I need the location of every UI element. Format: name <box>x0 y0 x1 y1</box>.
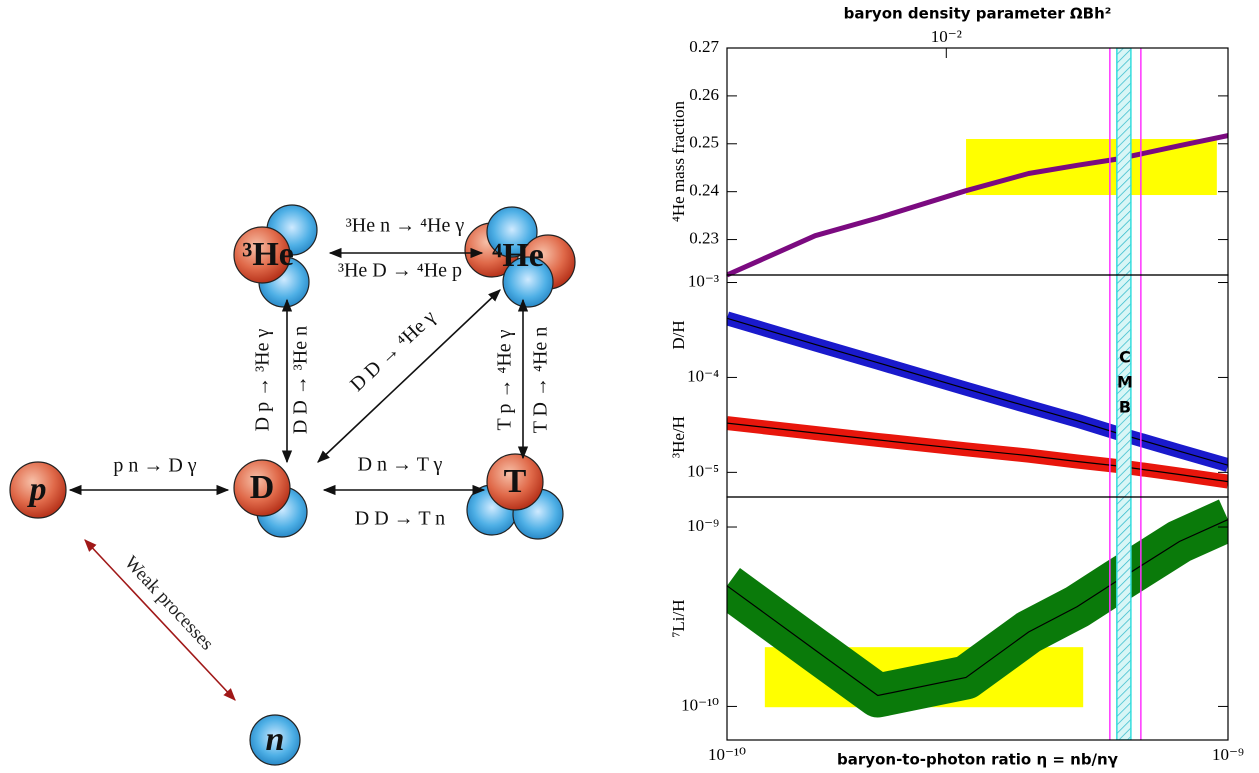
y-axis-label: ⁴He mass fraction <box>669 100 688 222</box>
y-tick-label: 10⁻⁵ <box>687 461 719 480</box>
y-axis-label: ⁷Li/H <box>669 599 688 637</box>
node-label: n <box>266 721 285 758</box>
reaction-label: Weak processes <box>120 552 217 654</box>
y-tick-label: 10⁻⁹ <box>687 516 719 535</box>
abundance-chart: 0.23 0.24 0.25 0.26 0.27 10⁻² baryon density p… <box>669 5 1244 769</box>
reaction-arrow <box>318 290 500 462</box>
reaction-label: T p → ⁴He γ <box>494 329 516 430</box>
y-tick-label: 10⁻⁴ <box>687 366 719 385</box>
figure: p D ³He ⁴He Tn p n → D γ D n → T γ D D → T n ³He… <box>0 0 1259 773</box>
node-label: ⁴He <box>492 237 544 274</box>
y-tick-label: 0.26 <box>689 85 719 104</box>
plot-area <box>727 48 1228 740</box>
y-axis-label: ³He/H <box>669 416 688 458</box>
y-tick-label: 0.25 <box>689 133 719 152</box>
y-axis-label: D/H <box>669 320 688 349</box>
y-tick-label: 10⁻¹⁰ <box>681 695 719 714</box>
x2-tick-label: 10⁻² <box>931 27 962 46</box>
reaction-label: ³He D → ⁴He p <box>338 260 462 282</box>
reaction-label: T D → ⁴He n <box>530 327 552 434</box>
reaction-label: D n → T γ <box>358 454 443 476</box>
y-tick-label: 0.23 <box>689 228 719 247</box>
reaction-label: D D → ³He n <box>290 326 312 434</box>
node-label: D <box>250 469 275 506</box>
node-label: T <box>504 463 527 500</box>
central-line <box>727 318 1228 465</box>
x-tick-label: 10⁻¹⁰ <box>708 745 746 764</box>
x-tick-label: 10⁻⁹ <box>1212 745 1244 764</box>
reaction-network: p D ³He ⁴He Tn p n → D γ D n → T γ D D → T n ³He… <box>10 205 575 765</box>
y-tick-label: 0.24 <box>689 181 719 200</box>
reaction-label: D D → ⁴He γ <box>346 306 440 396</box>
y-tick-label: 0.27 <box>689 37 719 56</box>
reaction-label: ³He n → ⁴He γ <box>346 215 465 237</box>
reaction-label: D D → T n <box>355 508 445 530</box>
cmb-label: CMB <box>1115 348 1134 423</box>
node-label: p <box>27 471 47 508</box>
reaction-label: p n → D γ <box>113 455 196 477</box>
y-tick-label: 10⁻³ <box>688 271 719 290</box>
node-label: ³He <box>242 236 294 273</box>
reaction-label: D p → ³He γ <box>252 329 274 432</box>
weak-arrow <box>85 540 235 700</box>
x2-axis-label: baryon density parameter ΩBh² <box>844 5 1112 23</box>
x-axis-label: baryon-to-photon ratio η = nb/nγ <box>837 751 1118 769</box>
